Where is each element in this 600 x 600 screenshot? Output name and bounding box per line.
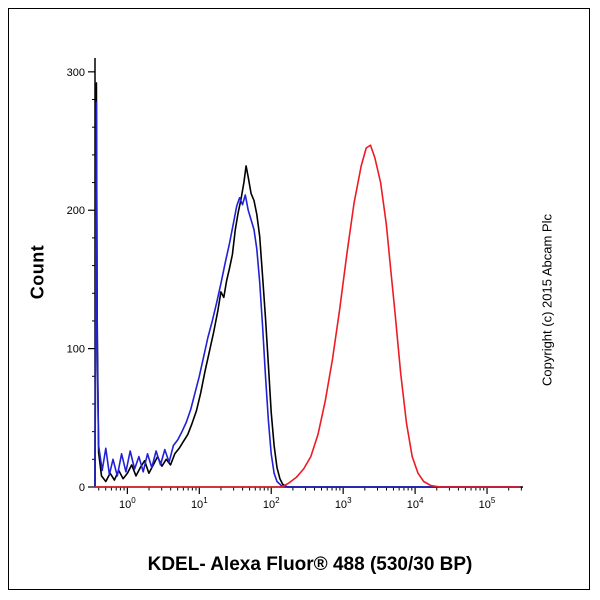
y-tick-label: 200 <box>67 205 85 217</box>
series-blue <box>94 101 521 488</box>
x-tick-label: 100 <box>119 496 136 511</box>
y-tick-label: 0 <box>79 482 85 494</box>
x-tick-label: 101 <box>191 496 208 511</box>
y-tick-label: 300 <box>67 67 85 79</box>
x-tick-label: 102 <box>263 496 280 511</box>
series-red <box>94 144 521 488</box>
y-tick-label: 100 <box>67 344 85 356</box>
copyright-text: Copyright (c) 2015 Abcam Plc <box>539 214 555 386</box>
series-black <box>94 82 521 488</box>
x-tick-label: 103 <box>335 496 352 511</box>
y-axis-title: Count <box>27 244 48 300</box>
x-tick-label: 105 <box>479 496 496 511</box>
x-tick-label: 104 <box>407 496 424 511</box>
x-axis-title: KDEL- Alexa Fluor® 488 (530/30 BP) <box>147 554 473 575</box>
